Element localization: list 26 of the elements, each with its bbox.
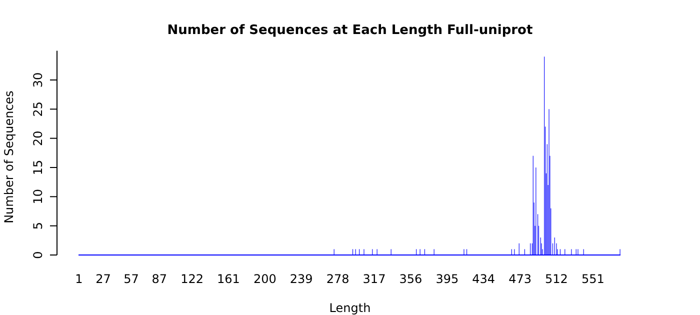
x-tick-label: 512 (545, 272, 568, 286)
x-tick-label: 278 (326, 272, 350, 286)
y-axis-title: Number of Sequences (2, 90, 16, 224)
x-tick-label: 356 (399, 272, 422, 286)
y-tick-label: 0 (31, 251, 45, 259)
x-tick-label: 239 (290, 272, 313, 286)
x-tick-label: 87 (152, 272, 167, 286)
y-tick-label: 15 (31, 160, 45, 176)
x-tick-label: 1 (75, 272, 83, 286)
x-tick-label: 551 (581, 272, 604, 286)
x-tick-label: 317 (362, 272, 386, 286)
y-tick-label: 25 (31, 102, 45, 117)
x-tick-label: 122 (180, 272, 204, 286)
y-tick-label: 5 (31, 222, 45, 230)
x-tick-label: 27 (96, 272, 111, 286)
x-tick-label: 434 (472, 272, 496, 286)
x-tick-label: 57 (124, 272, 139, 286)
x-tick-label: 161 (217, 272, 240, 286)
x-tick-label: 473 (508, 272, 532, 286)
x-tick-label: 395 (436, 272, 459, 286)
y-tick-label: 10 (31, 189, 45, 204)
y-tick-label: 20 (31, 130, 45, 146)
chart-title: Number of Sequences at Each Length Full-uniprot (167, 23, 533, 38)
y-tick-label: 30 (31, 72, 45, 88)
x-axis-title: Length (329, 301, 371, 315)
x-tick-label: 200 (253, 272, 276, 286)
